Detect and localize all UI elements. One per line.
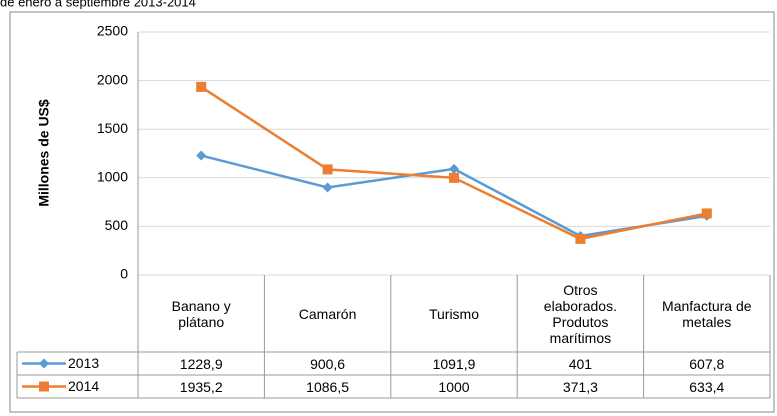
y-tick-label: 0: [120, 266, 128, 282]
data-label: 1228,9: [179, 355, 223, 372]
data-label: 1086,5: [306, 378, 349, 395]
x-tick-label: Turismo: [428, 305, 480, 322]
y-tick-label: 2000: [97, 71, 128, 87]
data-label: 401: [568, 355, 593, 372]
legend-label: 2013: [68, 355, 99, 371]
line: [200, 85, 708, 241]
data-label: 900,6: [310, 355, 346, 372]
x-tick-label: Camarón: [298, 305, 357, 322]
chart-border: [9, 11, 775, 413]
data-label: 1935,2: [179, 378, 223, 395]
marker: [322, 164, 333, 175]
marker: [701, 208, 712, 219]
marker: [196, 150, 207, 161]
x-tick-label: Banano y plátano: [171, 297, 231, 330]
data-label: 607,8: [689, 355, 725, 372]
y-tick-label: 2500: [97, 23, 128, 39]
marker: [449, 163, 459, 174]
data-label: 1091,9: [432, 355, 476, 372]
marker: [39, 381, 49, 392]
y-axis-label: Millones de US$: [36, 99, 52, 207]
chart-title: de enero a septiembre 2013-2014: [0, 0, 196, 9]
x-tick-label: Otros elaborados. Produtos marítimos: [543, 281, 617, 346]
marker: [39, 358, 49, 369]
y-tick-label: 1000: [97, 169, 128, 185]
x-tick-label: Manfactura de metales: [662, 297, 752, 330]
marker: [575, 233, 586, 244]
data-label: 371,3: [562, 378, 598, 395]
marker: [322, 182, 333, 193]
y-tick-label: 1500: [97, 120, 128, 136]
legend-label: 2014: [68, 378, 99, 394]
y-tick-label: 500: [105, 217, 129, 233]
marker: [449, 172, 459, 183]
data-label: 633,4: [689, 378, 725, 395]
data-label: 1000: [438, 378, 470, 395]
marker: [196, 81, 207, 92]
